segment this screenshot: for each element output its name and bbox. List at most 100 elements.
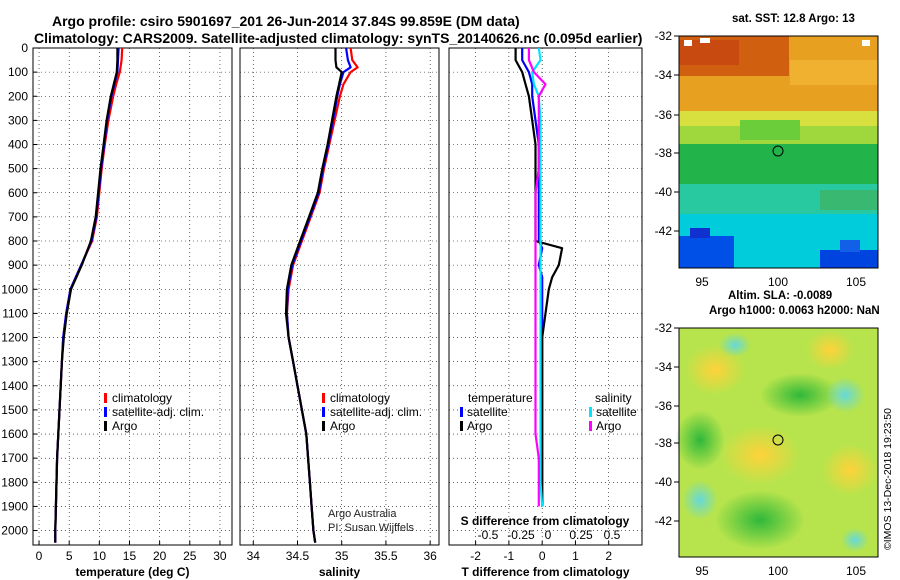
salinity-legend-swatch <box>322 407 325 417</box>
difference-legend-label: Argo <box>596 419 622 433</box>
difference-top-tick-label: -0.5 <box>478 528 499 542</box>
depth-tick-label: 1700 <box>1 451 28 465</box>
salinity-legend-label: climatology <box>330 391 390 405</box>
depth-tick-label: 1600 <box>1 427 28 441</box>
sst-map-lon-label: 100 <box>768 275 788 289</box>
sla-map-lat-label: -40 <box>655 475 673 489</box>
difference-x-axis-label: T difference from climatology <box>461 565 629 579</box>
depth-tick-label: 300 <box>8 113 28 127</box>
sla-map-lat-label: -32 <box>655 321 673 335</box>
difference-legend-swatch <box>589 407 592 417</box>
salinity-x-tick-label: 36 <box>423 549 437 563</box>
credit-line2: PI: Susan Wijffels <box>328 522 414 534</box>
depth-tick-label: 1300 <box>1 355 28 369</box>
salinity-legend-swatch <box>322 393 325 403</box>
difference-series-argo-salinity <box>527 48 547 507</box>
depth-tick-label: 500 <box>8 162 28 176</box>
depth-tick-label: 1500 <box>1 403 28 417</box>
depth-tick-label: 600 <box>8 186 28 200</box>
salinity-series-argo <box>284 48 343 543</box>
difference-legend-temperature-header: temperature <box>468 391 533 405</box>
sla-map-lat-label: -34 <box>655 360 673 374</box>
salinity-x-axis-label: salinity <box>319 565 361 579</box>
temperature-legend-label: Argo <box>112 419 138 433</box>
difference-top-tick-label: -0.25 <box>507 528 535 542</box>
temperature-x-tick-label: 5 <box>66 549 73 563</box>
sla-map-title: Altim. SLA: -0.0089 <box>728 290 833 302</box>
depth-tick-label: 100 <box>8 65 28 79</box>
sst-map-lat-label: -36 <box>655 108 673 122</box>
salinity-legend-label: satellite-adj. clim. <box>330 405 422 419</box>
sst-map-lat-label: -42 <box>655 224 673 238</box>
sla-map <box>675 327 879 558</box>
temperature-legend-swatch <box>104 393 107 403</box>
sla-map-lat-label: -36 <box>655 399 673 413</box>
difference-top-tick-label: 0 <box>545 528 552 542</box>
sst-map-lat-label: -32 <box>655 29 673 43</box>
depth-tick-label: 0 <box>21 41 28 55</box>
temperature-x-tick-label: 20 <box>153 549 167 563</box>
difference-legend-label: satellite <box>596 405 637 419</box>
salinity-legend-label: Argo <box>330 419 356 433</box>
difference-top-tick-label: 0.5 <box>604 528 621 542</box>
difference-x-tick-label: -1 <box>504 549 515 563</box>
difference-legend-swatch <box>460 421 463 431</box>
temperature-legend-swatch <box>104 421 107 431</box>
depth-tick-label: 2000 <box>1 524 28 538</box>
sla-map-subtitle: Argo h1000: 0.0063 h2000: NaN <box>709 305 880 317</box>
temperature-x-tick-label: 10 <box>93 549 107 563</box>
depth-tick-label: 700 <box>8 210 28 224</box>
temperature-x-axis-label: temperature (deg C) <box>75 565 189 579</box>
difference-legend-salinity-header: salinity <box>595 391 632 405</box>
sla-map-lon-label: 95 <box>695 564 709 578</box>
difference-legend-swatch <box>589 421 592 431</box>
difference-x-tick-label: 2 <box>605 549 612 563</box>
difference-top-axis-label: S difference from climatology <box>461 514 630 528</box>
temperature-series-argo <box>54 48 119 543</box>
sst-map-lon-label: 105 <box>846 275 866 289</box>
difference-series-satellite-salinity <box>531 48 544 507</box>
difference-legend-swatch <box>460 407 463 417</box>
sst-map-title: sat. SST: 12.8 Argo: 13 <box>732 13 855 25</box>
salinity-x-tick-label: 35 <box>335 549 349 563</box>
credit-line1: Argo Australia <box>328 508 397 520</box>
difference-top-tick-label: 0.25 <box>569 528 593 542</box>
depth-tick-label: 200 <box>8 89 28 103</box>
sst-map-lat-label: -38 <box>655 146 673 160</box>
temperature-x-tick-label: 15 <box>123 549 137 563</box>
depth-tick-label: 1000 <box>1 282 28 296</box>
depth-tick-label: 900 <box>8 258 28 272</box>
salinity-legend-swatch <box>322 421 325 431</box>
sla-map-lat-label: -38 <box>655 436 673 450</box>
depth-tick-label: 1800 <box>1 475 28 489</box>
difference-x-tick-label: 1 <box>572 549 579 563</box>
difference-x-tick-label: 0 <box>539 549 546 563</box>
sst-map-lon-label: 95 <box>695 275 709 289</box>
sla-map-lon-label: 100 <box>768 564 788 578</box>
difference-x-tick-label: -2 <box>470 549 481 563</box>
salinity-x-tick-label: 35.5 <box>374 549 398 563</box>
salinity-x-tick-label: 34 <box>247 549 261 563</box>
difference-legend-label: Argo <box>467 419 493 433</box>
sst-map-lat-label: -40 <box>655 185 673 199</box>
temperature-plot-frame <box>32 47 233 546</box>
temperature-legend-label: climatology <box>112 391 172 405</box>
difference-plot-frame <box>448 47 643 546</box>
difference-series-argo-temperature <box>514 48 564 507</box>
sla-map-lat-label: -42 <box>655 514 673 528</box>
salinity-x-tick-label: 34.5 <box>286 549 310 563</box>
depth-tick-label: 1200 <box>1 331 28 345</box>
temperature-x-tick-label: 30 <box>213 549 227 563</box>
depth-tick-label: 400 <box>8 138 28 152</box>
sla-map-lon-label: 105 <box>846 564 866 578</box>
depth-tick-label: 1400 <box>1 379 28 393</box>
depth-tick-label: 1900 <box>1 499 28 513</box>
difference-legend-label: satellite <box>467 405 508 419</box>
depth-tick-label: 800 <box>8 234 28 248</box>
temperature-x-tick-label: 0 <box>36 549 43 563</box>
temperature-legend-label: satellite-adj. clim. <box>112 405 204 419</box>
temperature-x-tick-label: 25 <box>183 549 197 563</box>
salinity-plot-frame <box>239 47 440 546</box>
depth-tick-label: 1100 <box>2 306 28 320</box>
